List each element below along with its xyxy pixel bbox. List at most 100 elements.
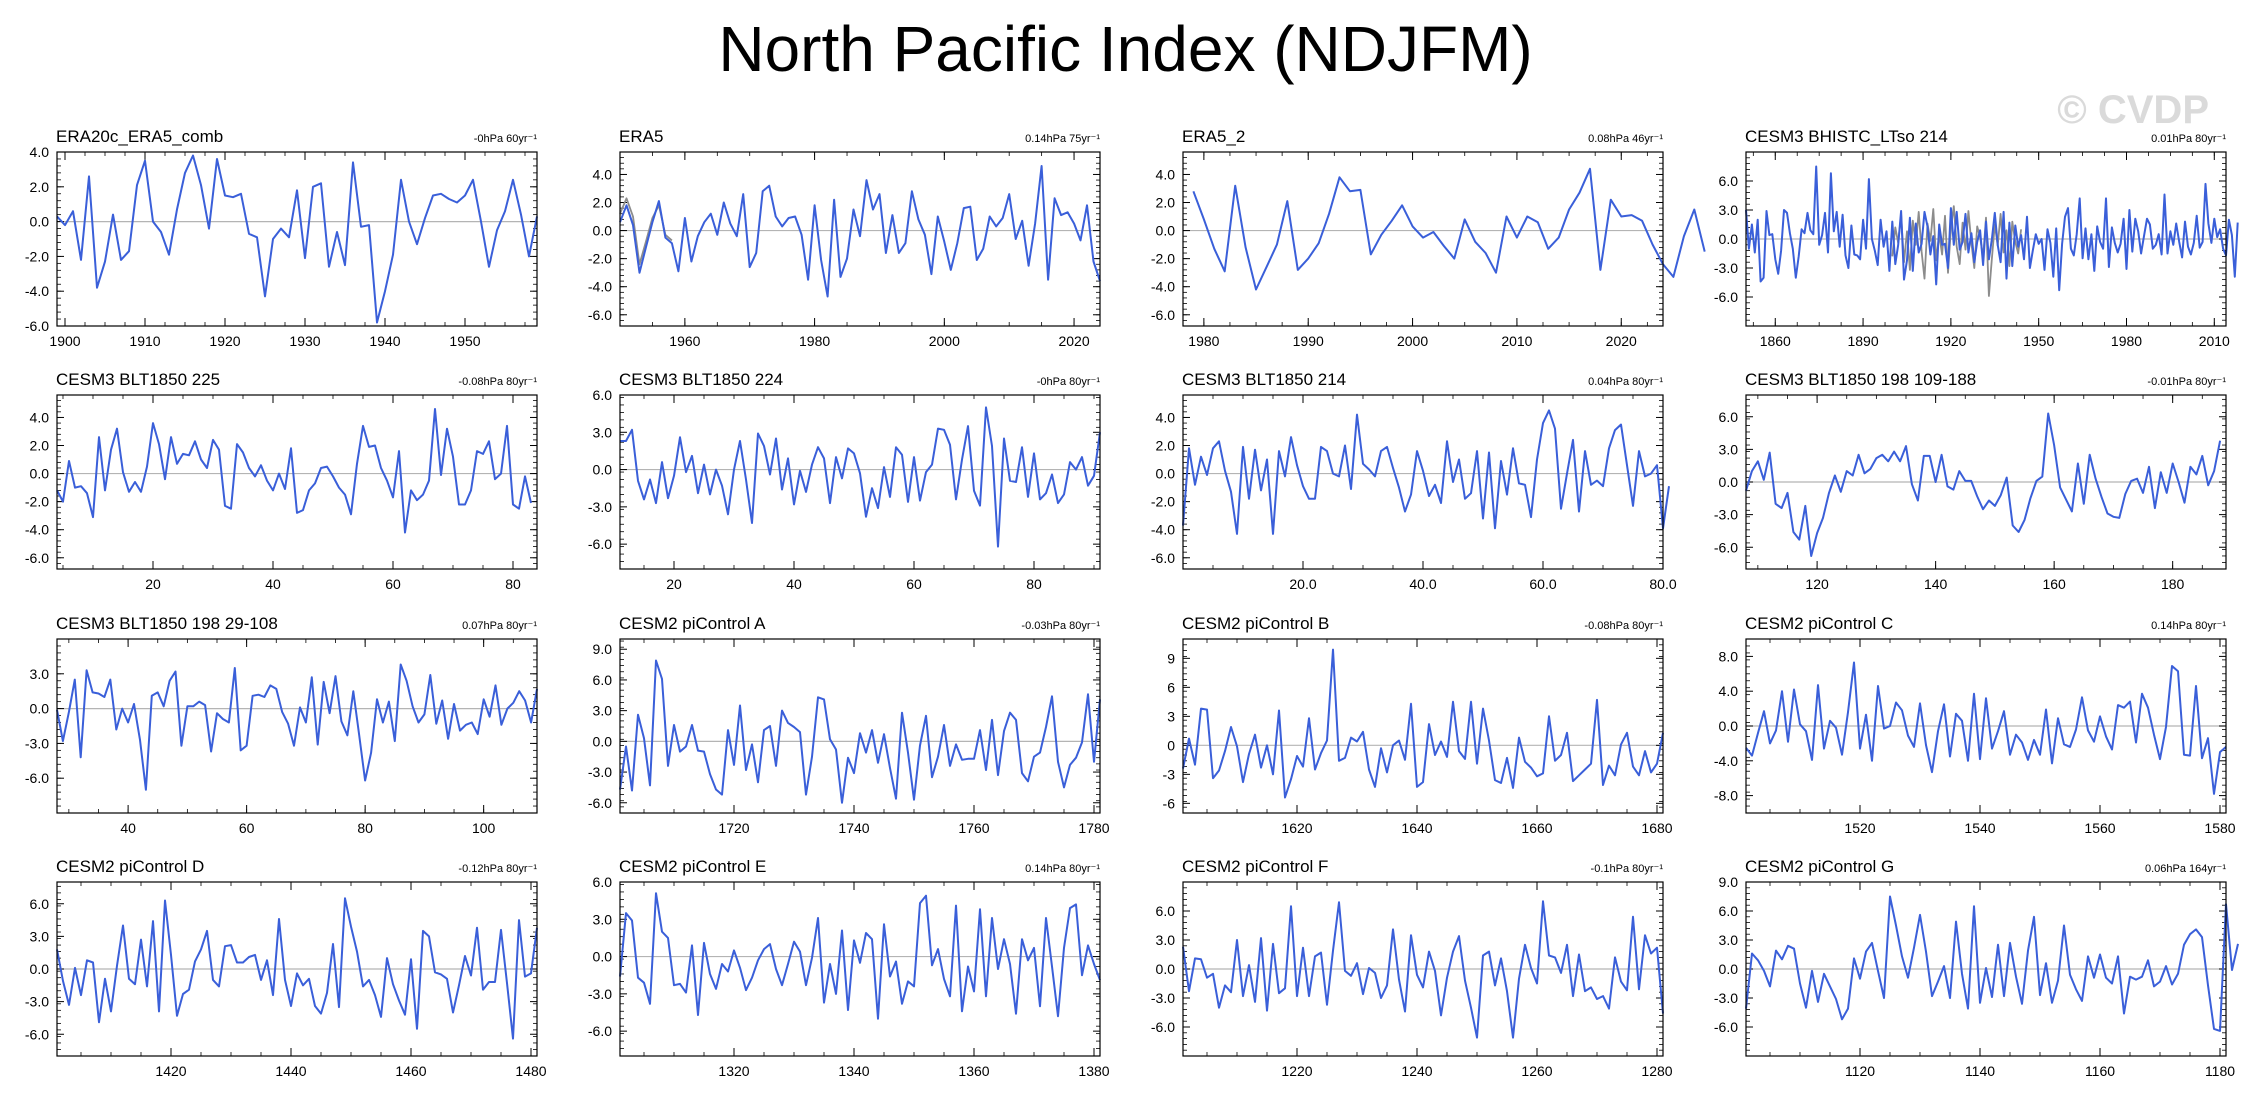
y-tick-label: 0.0	[593, 949, 613, 965]
x-tick-label: 40	[120, 820, 136, 836]
panel-frame	[56, 638, 538, 814]
panel-2: ERA5 0.14hPa 75yr⁻¹ 4.0 2.0 0.0 -2.0 -4.0 -6.0 1…	[588, 127, 1101, 349]
x-tick-label: 2010	[1501, 333, 1532, 349]
y-tick-label: 0.0	[593, 223, 613, 239]
y-tick-label: -6.0	[1714, 539, 1738, 555]
y-tick-label: -6.0	[588, 795, 612, 811]
y-tick-label: 3.0	[593, 703, 613, 719]
y-tick-label: -3.0	[1714, 990, 1738, 1006]
x-tick-label: 40	[786, 576, 802, 592]
panel-frame	[1182, 638, 1664, 814]
y-tick-label: 0.0	[30, 214, 50, 230]
y-tick-label: 3.0	[1156, 932, 1176, 948]
x-tick-label: 1580	[2204, 820, 2235, 836]
y-tick-label: 3.0	[1719, 441, 1739, 457]
cvdp-watermark: © CVDP	[2057, 88, 2209, 132]
y-tick-label: 0.0	[593, 462, 613, 478]
y-tick-label: -6.0	[1714, 1019, 1738, 1035]
y-tick-label: -2.0	[1151, 494, 1175, 510]
y-tick-label: 6.0	[30, 896, 50, 912]
panel-frame	[1745, 881, 2227, 1057]
y-tick-label: 0.0	[30, 961, 50, 977]
y-tick-label: -2.0	[588, 251, 612, 267]
y-tick-label: -6.0	[25, 770, 49, 786]
y-tick-label: -3.0	[1151, 990, 1175, 1006]
x-tick-label: 1920	[1935, 333, 1966, 349]
panel-3: ERA5_2 0.08hPa 46yr⁻¹ 4.0 2.0 0.0 -2.0 -4.0 -6.…	[1151, 127, 1706, 349]
x-tick-label: 80	[357, 820, 373, 836]
panel-stats: 0.08hPa 46yr⁻¹	[1588, 133, 1663, 145]
y-tick-label: 9.0	[1719, 874, 1739, 890]
y-tick-label: -3.0	[1714, 260, 1738, 276]
y-tick-label: -6.0	[1151, 307, 1175, 323]
y-tick-label: 6.0	[593, 387, 613, 403]
x-tick-label: 1760	[958, 820, 989, 836]
panel-stats: -0.1hPa 80yr⁻¹	[1591, 863, 1664, 875]
panel-5: CESM3 BLT1850 225 -0.08hPa 80yr⁻¹ 4.0 2.0 0.…	[25, 370, 538, 592]
y-tick-label: 0.0	[1719, 231, 1739, 247]
panel-stats: 0.14hPa 80yr⁻¹	[2151, 620, 2226, 632]
y-tick-label: 3.0	[1719, 202, 1739, 218]
x-tick-label: 1860	[1760, 333, 1791, 349]
x-tick-label: 1960	[669, 333, 700, 349]
x-tick-label: 1680	[1641, 820, 1672, 836]
x-tick-label: 1240	[1401, 1063, 1432, 1079]
series-line	[1745, 895, 2239, 1032]
series-line	[1192, 167, 1706, 291]
panel-15: CESM2 piControl F -0.1hPa 80yr⁻¹ 6.0 3.0 0.0…	[1151, 857, 1673, 1079]
panel-1: ERA20c_ERA5_comb -0hPa 60yr⁻¹ 4.0 2.0 0.0 -2.…	[25, 127, 538, 349]
x-tick-label: 1780	[1078, 820, 1109, 836]
panel-12: CESM2 piControl C 0.14hPa 80yr⁻¹ 8.0 4.0 0.0…	[1714, 614, 2236, 836]
series-line-secondary	[1891, 205, 2022, 297]
panel-14: CESM2 piControl E 0.14hPa 80yr⁻¹ 6.0 3.0 0.0…	[588, 857, 1110, 1079]
y-tick-label: 0.0	[1719, 474, 1739, 490]
panel-frame	[56, 881, 538, 1057]
panel-frame	[1745, 638, 2227, 814]
series-line	[620, 406, 1101, 548]
x-tick-label: 80	[1026, 576, 1042, 592]
series-line	[1745, 412, 2222, 557]
y-tick-label: -6.0	[1714, 289, 1738, 305]
x-tick-label: 1360	[958, 1063, 989, 1079]
panel-frame	[56, 394, 538, 570]
x-tick-label: 1480	[515, 1063, 546, 1079]
panel-title: CESM2 piControl C	[1745, 614, 1893, 633]
y-tick-label: 0.0	[1719, 961, 1739, 977]
panel-title: CESM2 piControl A	[619, 614, 766, 633]
x-tick-label: 1980	[799, 333, 830, 349]
x-tick-label: 1560	[2084, 820, 2115, 836]
series-line	[1182, 648, 1664, 799]
x-tick-label: 60.0	[1529, 576, 1556, 592]
y-tick-label: 3.0	[593, 911, 613, 927]
x-tick-label: 100	[472, 820, 496, 836]
x-tick-label: 1890	[1847, 333, 1878, 349]
panel-4: CESM3 BHISTC_LTso 214 0.01hPa 80yr⁻¹ 6.0 3.…	[1714, 127, 2239, 349]
series-line	[619, 659, 1101, 804]
panel-stats: -0.08hPa 80yr⁻¹	[1584, 620, 1663, 632]
panel-10: CESM2 piControl A -0.03hPa 80yr⁻¹ 9.0 6.0 3.…	[588, 614, 1110, 836]
y-tick-label: 3.0	[30, 928, 50, 944]
panel-title: CESM3 BLT1850 198 29-108	[56, 614, 278, 633]
y-tick-label: 8.0	[1719, 648, 1739, 664]
series-line	[619, 892, 1101, 1020]
y-tick-label: -4.0	[588, 279, 612, 295]
x-tick-label: 60	[385, 576, 401, 592]
y-tick-label: -6.0	[588, 536, 612, 552]
panel-stats: 0.14hPa 75yr⁻¹	[1025, 133, 1100, 145]
panel-frame	[1182, 151, 1664, 327]
panel-8: CESM3 BLT1850 198 109-188 -0.01hPa 80yr⁻¹…	[1714, 370, 2227, 592]
x-tick-label: 2020	[1058, 333, 1089, 349]
x-tick-label: 1980	[2111, 333, 2142, 349]
panel-title: CESM2 piControl G	[1745, 857, 1894, 876]
panel-title: CESM2 piControl B	[1182, 614, 1329, 633]
y-tick-label: 3.0	[1719, 932, 1739, 948]
x-tick-label: 1440	[275, 1063, 306, 1079]
panel-frame	[1745, 151, 2227, 327]
y-tick-label: -2.0	[1151, 251, 1175, 267]
y-tick-label: -4.0	[1714, 753, 1738, 769]
panel-title: CESM3 BLT1850 198 109-188	[1745, 370, 1976, 389]
y-tick-label: 4.0	[30, 144, 50, 160]
y-tick-label: -3.0	[588, 986, 612, 1002]
y-tick-label: 3.0	[593, 424, 613, 440]
y-tick-label: -6.0	[588, 307, 612, 323]
